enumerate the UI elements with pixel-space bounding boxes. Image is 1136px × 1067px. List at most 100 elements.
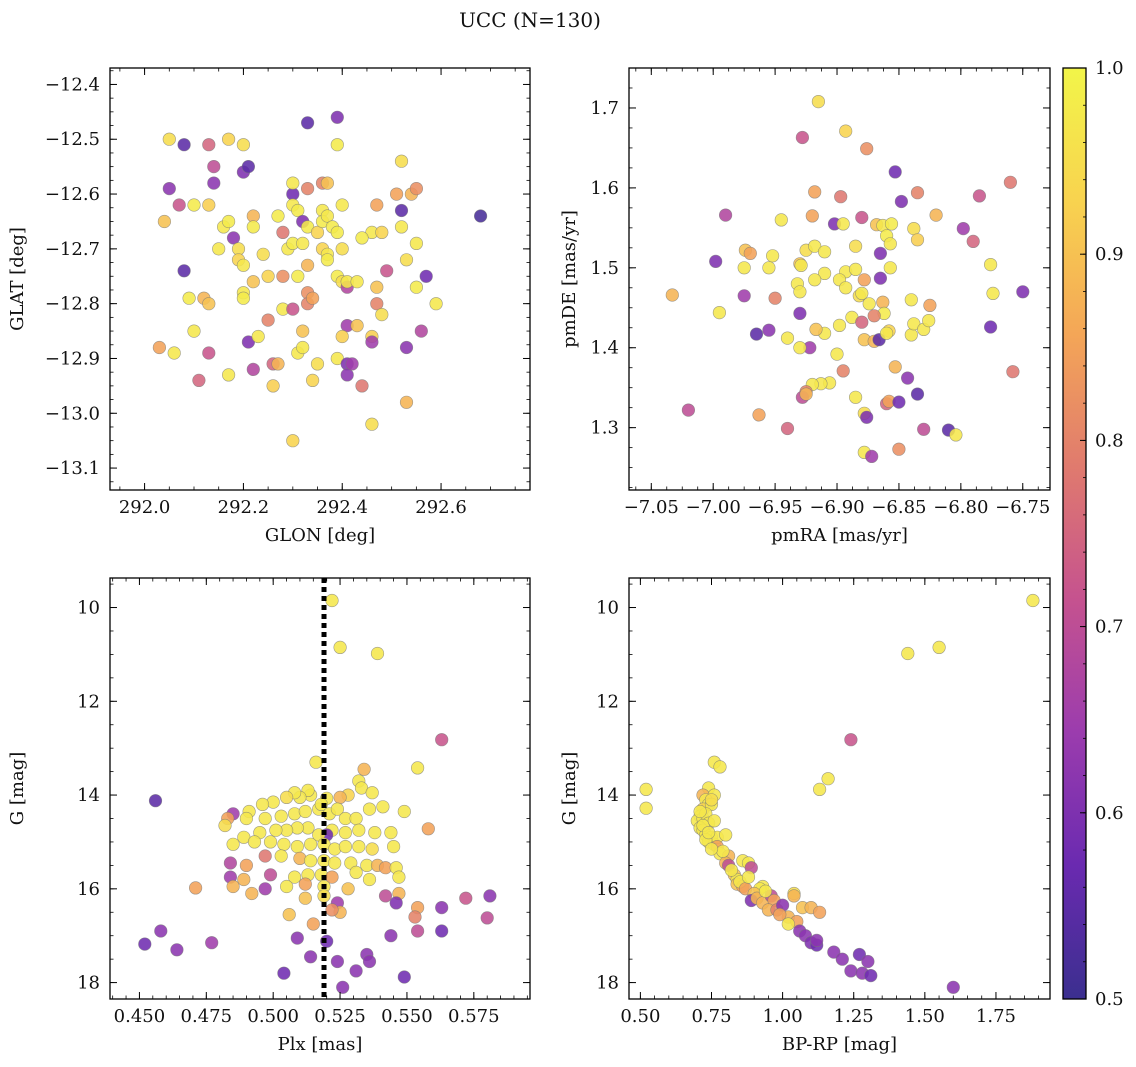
scatter-point — [665, 288, 679, 302]
scatter-point — [986, 286, 1000, 301]
scatter-point — [365, 417, 379, 431]
scatter-point — [355, 379, 369, 393]
axes-frame — [109, 67, 531, 491]
scatter-point — [907, 222, 921, 236]
scatter-point — [237, 872, 251, 887]
scatter-points — [138, 593, 497, 994]
scatter-point — [296, 340, 310, 355]
scatter-point — [352, 823, 366, 837]
scatter-point — [276, 225, 290, 239]
scatter-point — [384, 825, 398, 840]
y-axis-label: pmDE [mas/yr] — [559, 210, 580, 348]
scatter-point — [368, 825, 382, 840]
scatter-point — [205, 936, 219, 950]
y-tick-label: 14 — [596, 785, 619, 806]
scatter-point — [266, 379, 280, 393]
scatter-point — [207, 176, 221, 190]
scatter-point — [844, 964, 858, 978]
x-tick-label: 292.4 — [316, 497, 368, 518]
x-tick-label: 0.525 — [314, 1006, 366, 1027]
scatter-point — [910, 233, 925, 247]
scatter-point — [483, 889, 497, 903]
scatter-point — [1026, 593, 1040, 608]
scatter-point — [370, 646, 385, 661]
scatter-point — [773, 907, 787, 922]
scatter-point — [793, 306, 807, 321]
scatter-point — [271, 357, 285, 371]
scatter-point — [780, 331, 795, 345]
scatter-point — [718, 208, 733, 222]
scatter-point — [362, 872, 377, 887]
scatter-point — [867, 309, 881, 323]
scatter-panel-1: 292.0 292.2 292.4 292.6 −12.4 −12.5 −12.6 −12.7… — [7, 67, 531, 546]
scatter-point — [251, 329, 265, 344]
scatter-point — [394, 203, 409, 218]
scatter-point — [157, 214, 171, 229]
scatter-point — [397, 804, 411, 819]
scatter-point — [857, 273, 871, 287]
scatter-point — [389, 896, 403, 910]
y-tick-label: 1.6 — [590, 178, 619, 199]
axes-frame — [628, 67, 1051, 491]
scatter-point — [189, 881, 203, 895]
scatter-point — [375, 308, 389, 322]
scatter-point — [862, 297, 876, 311]
scatter-panel-2: −7.05 −7.00 −6.95 −6.90 −6.85 −6.80 −6.75 1.3 1.… — [559, 67, 1051, 546]
scatter-point — [277, 966, 291, 980]
colorbar-tick-label: 0.5 — [1095, 989, 1124, 1010]
scatter-point — [256, 247, 270, 261]
scatter-point — [752, 408, 766, 422]
scatter-point — [399, 253, 414, 267]
scatter-point — [811, 94, 826, 109]
scatter-point — [704, 793, 719, 807]
y-tick-label: −12.6 — [45, 184, 100, 205]
scatter-point — [328, 856, 342, 870]
y-tick-label: 10 — [77, 598, 100, 619]
scatter-point — [293, 851, 307, 866]
scatter-point — [774, 213, 788, 227]
scatter-point — [349, 964, 363, 978]
scatter-point — [765, 249, 780, 263]
scatter-point — [709, 254, 723, 268]
scatter-point — [787, 889, 801, 903]
scatter-point — [187, 324, 201, 338]
scatter-point — [320, 253, 335, 267]
scatter-point — [202, 198, 216, 212]
scatter-point — [266, 795, 280, 809]
colorbar-tick-label: 1.0 — [1095, 58, 1124, 79]
scatter-point — [245, 886, 259, 901]
scatter-point — [827, 945, 841, 959]
scatter-point — [855, 286, 869, 301]
scatter-point — [375, 225, 389, 239]
scatter-point — [808, 239, 822, 253]
scatter-point — [834, 190, 848, 204]
scatter-point — [365, 786, 379, 800]
scatter-point — [301, 116, 315, 130]
scatter-point — [821, 772, 835, 786]
scatter-point — [836, 364, 850, 378]
scatter-point — [793, 285, 807, 299]
scatter-point — [873, 271, 888, 285]
scatter-point — [350, 275, 364, 289]
scatter-point — [713, 760, 727, 774]
scatter-point — [873, 246, 888, 260]
scatter-point — [226, 837, 240, 851]
y-tick-label: 1.3 — [590, 418, 619, 439]
scatter-point — [397, 970, 411, 984]
scatter-point — [707, 814, 721, 828]
scatter-point — [884, 217, 899, 231]
scatter-point — [154, 924, 168, 938]
y-tick-label: −12.9 — [45, 348, 100, 369]
scatter-point — [338, 839, 353, 854]
scatter-point — [320, 176, 335, 190]
scatter-point — [349, 811, 363, 826]
scatter-point — [848, 262, 863, 277]
scatter-point — [370, 297, 384, 311]
y-tick-label: −13.0 — [45, 403, 100, 424]
y-tick-label: −12.7 — [45, 239, 100, 260]
x-tick-label: −6.85 — [871, 497, 926, 518]
colorbar: 0.5 0.6 0.7 0.8 0.9 1.0 — [1062, 58, 1124, 1010]
y-tick-label: 18 — [77, 973, 100, 994]
scatter-point — [226, 231, 241, 245]
